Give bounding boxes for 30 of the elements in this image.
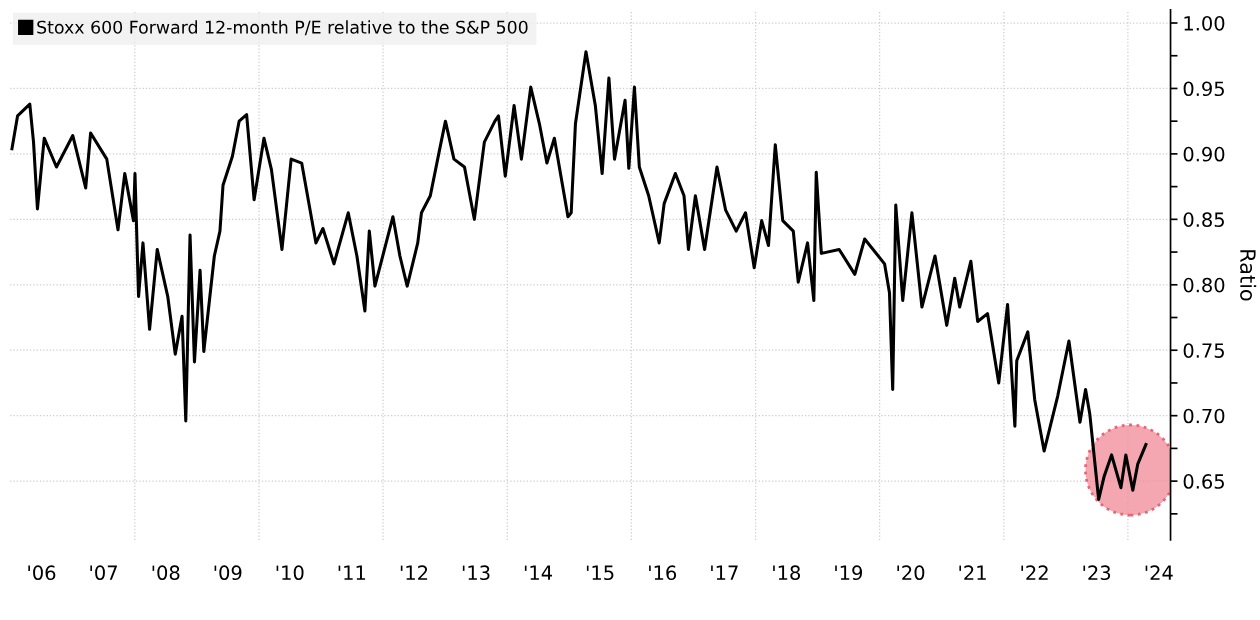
- x-tick-label: '21: [959, 565, 986, 580]
- x-tick-label: '09: [214, 565, 242, 581]
- y-tick-label: 0.90: [1183, 146, 1225, 162]
- y-tick-label: 0.95: [1183, 81, 1224, 97]
- x-tick-label: '13: [462, 565, 490, 581]
- x-tick-label: '07: [90, 565, 117, 581]
- y-tick-label: 0.65: [1183, 474, 1224, 489]
- x-tick-label: '20: [897, 565, 925, 581]
- y-tick-label: 0.85: [1183, 212, 1224, 228]
- y-tick-label: 0.80: [1183, 277, 1225, 293]
- x-tick-label: '18: [773, 565, 801, 581]
- legend-label: Stoxx 600 Forward 12-month P/E relative to the S&P 500: [37, 20, 528, 36]
- y-axis-title: Ratio: [1240, 250, 1257, 301]
- line-series: [10, 50, 1148, 501]
- y-tick-label: 0.70: [1183, 408, 1225, 424]
- x-tick-label: '10: [276, 565, 304, 581]
- x-tick-label: '17: [711, 565, 738, 580]
- x-tick-label: '22: [1021, 565, 1048, 580]
- x-tick-label: '06: [28, 565, 56, 581]
- x-tick-label: '15: [586, 565, 614, 581]
- y-tick-label: 1.00: [1184, 15, 1225, 31]
- x-tick-label: '12: [400, 565, 428, 580]
- x-tick-label: '08: [152, 565, 180, 581]
- x-tick-label: '16: [649, 565, 677, 581]
- x-tick-label: '23: [1083, 565, 1111, 581]
- x-tick-label: '14: [524, 565, 553, 580]
- x-tick-label: '24: [1145, 565, 1173, 580]
- x-tick-label: '19: [835, 565, 863, 581]
- y-tick-label: 0.75: [1183, 343, 1224, 358]
- x-tick-label: '11: [338, 565, 366, 580]
